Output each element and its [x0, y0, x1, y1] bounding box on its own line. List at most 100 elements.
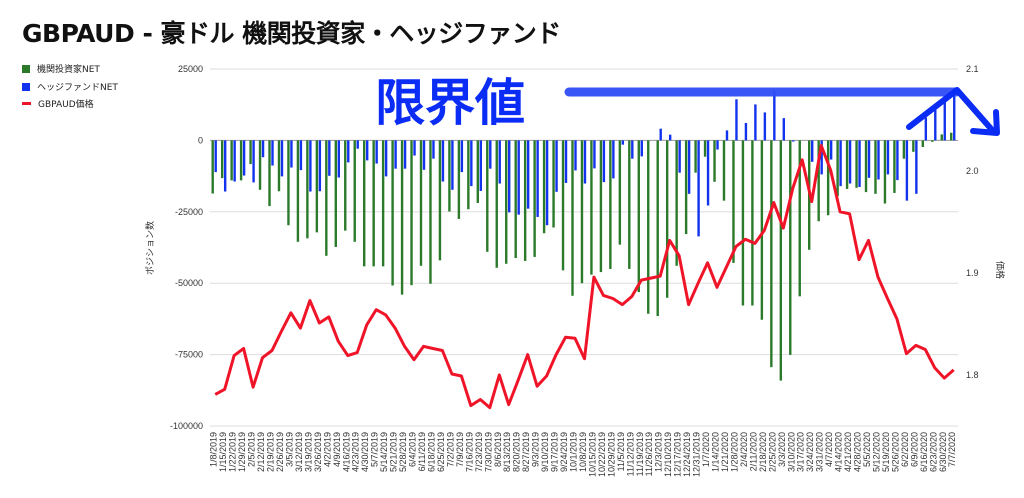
hedge-bar — [328, 140, 331, 176]
hedge-bar — [744, 122, 748, 141]
institutional-bar — [258, 140, 262, 190]
x-tick-label: 6/18/2019 — [426, 432, 436, 472]
x-tick-label: 9/3/2019 — [531, 432, 541, 467]
y-tick-label: 0 — [198, 135, 203, 145]
legend-swatch-red — [22, 102, 31, 105]
x-tick-label: 10/29/2019 — [606, 432, 616, 477]
x-tick-label: 11/5/2019 — [616, 432, 626, 471]
hedge-bar — [640, 140, 643, 157]
y2-tick-label: 2.1 — [966, 64, 979, 74]
institutional-bar — [552, 140, 555, 228]
institutional-bar — [419, 140, 423, 266]
x-tick-label: 10/8/2019 — [578, 432, 588, 472]
x-tick-label: 5/28/2019 — [398, 432, 408, 472]
hedge-bar — [536, 140, 539, 217]
y-tick-label: -50000 — [175, 278, 203, 288]
x-tick-label: 3/31/2020 — [815, 432, 825, 472]
hedge-bar — [403, 140, 407, 169]
x-tick-label: 6/11/2019 — [417, 432, 427, 471]
hedge-bar — [356, 140, 359, 149]
x-tick-label: 2/4/2020 — [739, 432, 749, 467]
hedge-bar — [242, 140, 246, 176]
hedge-bar — [934, 109, 937, 141]
institutional-bar — [344, 140, 347, 231]
hedge-bar — [489, 140, 492, 169]
x-tick-label: 1/8/2019 — [209, 432, 219, 467]
x-tick-label: 2/18/2020 — [758, 432, 768, 472]
institutional-bar — [599, 140, 603, 273]
x-tick-label: 3/10/2020 — [786, 432, 796, 472]
institutional-bar — [580, 140, 584, 284]
x-tick-label: 1/14/2020 — [711, 432, 721, 472]
institutional-bar — [381, 140, 385, 267]
y2-tick-label: 2.0 — [966, 166, 979, 176]
institutional-bar — [770, 140, 773, 368]
hedge-bar — [271, 140, 274, 166]
hedge-bar — [848, 140, 852, 184]
institutional-bar — [571, 140, 574, 296]
institutional-bar — [751, 140, 754, 306]
y-tick-label: 25000 — [178, 64, 203, 74]
x-tick-label: 6/4/2019 — [408, 432, 418, 467]
price-line — [214, 144, 955, 410]
chart-title: GBPAUD - 豪ドル 機関投資家・ヘッジファンド — [22, 19, 561, 48]
institutional-bar — [315, 140, 319, 233]
institutional-bar — [826, 140, 830, 216]
institutional-bar — [306, 140, 309, 239]
y2-tick-label: 1.8 — [966, 370, 979, 380]
institutional-bar — [921, 140, 925, 147]
hedge-bar — [233, 140, 236, 182]
hedge-bar — [564, 140, 568, 183]
legend-label: ヘッジファンドNET — [37, 83, 118, 93]
x-tick-label: 11/19/2019 — [635, 432, 645, 476]
institutional-bar — [950, 132, 953, 141]
annotation-label: 限界値 — [375, 74, 525, 132]
x-axis-labels: 1/8/2019 1/15/2019 1/22/2019 1/29/2019 2/5/2… — [209, 432, 958, 477]
institutional-bar — [883, 140, 887, 204]
institutional-bar — [277, 140, 281, 192]
x-tick-label: 1/15/2019 — [218, 432, 228, 472]
institutional-bar — [211, 140, 214, 194]
hedge-bar — [678, 140, 681, 173]
institutional-bar — [486, 140, 489, 252]
x-tick-label: 9/17/2019 — [550, 432, 560, 472]
institutional-bar — [845, 140, 849, 189]
x-tick-label: 1/28/2020 — [729, 432, 739, 472]
y-tick-label: -25000 — [175, 207, 203, 217]
x-tick-label: 4/9/2019 — [332, 432, 342, 467]
institutional-bar — [618, 140, 622, 245]
hedge-bar — [867, 140, 871, 178]
institutional-bar — [694, 140, 697, 173]
x-tick-label: 9/24/2019 — [559, 432, 569, 472]
institutional-bar — [296, 140, 300, 242]
right-axis-label: 価格 — [994, 261, 1006, 279]
hedge-bar — [413, 140, 416, 156]
institutional-bar — [400, 140, 404, 295]
x-tick-label: 4/7/2020 — [824, 432, 834, 467]
institutional-bar — [836, 140, 839, 197]
institutional-bar — [713, 140, 716, 182]
legend-item-hedge: ヘッジファンドNET — [22, 80, 118, 93]
legend-label: 機関投資家NET — [37, 65, 100, 75]
institutional-bar — [239, 140, 243, 181]
hedge-bar — [697, 140, 700, 237]
institutional-bar — [665, 140, 669, 298]
arrowhead-icon — [970, 109, 1000, 136]
legend-label: GBPAUD価格 — [38, 100, 94, 110]
hedge-bar — [668, 134, 672, 141]
hedge-bar — [290, 140, 293, 168]
hedge-bar — [318, 140, 322, 192]
hedge-bar — [583, 140, 587, 184]
institutional-bar — [457, 140, 461, 219]
x-tick-label: 1/7/2020 — [701, 432, 711, 467]
hedge-bar — [451, 140, 454, 190]
x-tick-label: 8/6/2019 — [493, 432, 503, 467]
institutional-bar — [448, 140, 451, 212]
x-tick-label: 6/16/2020 — [919, 432, 929, 472]
institutional-bar — [940, 134, 943, 141]
institutional-bar — [325, 140, 328, 256]
hedge-bar — [631, 140, 634, 159]
hedge-bar — [792, 140, 795, 142]
institutional-bar — [268, 140, 271, 207]
x-tick-label: 5/21/2019 — [389, 432, 399, 472]
